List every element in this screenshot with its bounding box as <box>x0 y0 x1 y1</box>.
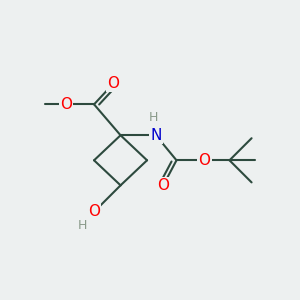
Text: O: O <box>157 178 169 193</box>
Text: O: O <box>60 97 72 112</box>
Text: H: H <box>78 219 87 232</box>
Text: O: O <box>88 204 100 219</box>
Text: O: O <box>107 76 119 91</box>
Text: O: O <box>199 153 211 168</box>
Text: H: H <box>148 111 158 124</box>
Text: N: N <box>150 128 162 143</box>
